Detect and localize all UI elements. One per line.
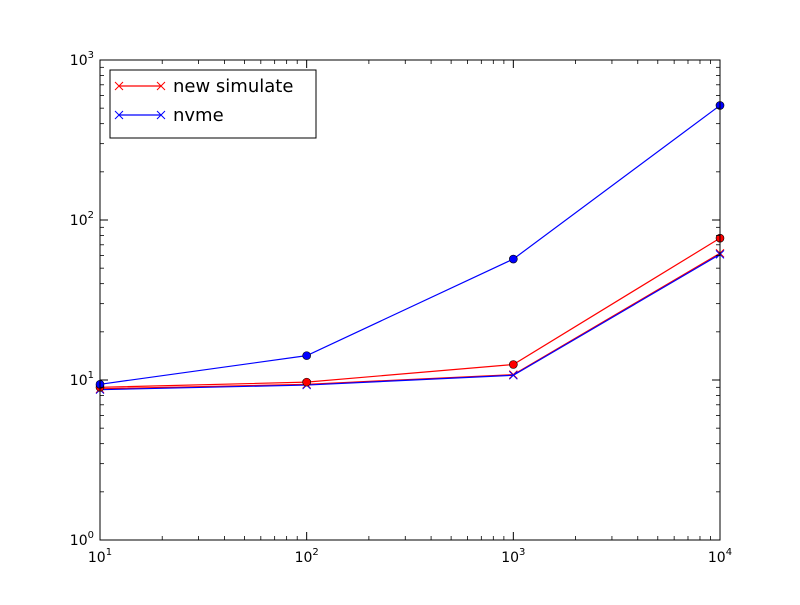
data-point-3-1	[302, 351, 311, 360]
y-tick-label-0-exp: 0	[88, 530, 94, 541]
x-tick-label-1-exp: 2	[312, 547, 318, 558]
y-tick-label-3-exp: 3	[88, 50, 94, 61]
x-tick-label-0: 101	[88, 547, 112, 566]
x-tick-label-2-base: 10	[501, 550, 519, 566]
legend-label-0: new simulate	[173, 76, 293, 97]
x-tick-label-0-base: 10	[88, 550, 106, 566]
x-tick-label-3: 104	[708, 547, 732, 566]
legend-label-1: nvme	[173, 105, 224, 126]
series-layer	[95, 101, 725, 395]
x-tick-label-2: 103	[501, 547, 525, 566]
data-point-2-1	[302, 377, 311, 387]
y-tick-label-2-exp: 2	[88, 210, 94, 221]
data-point-1-2	[508, 370, 518, 380]
legend-marker-right-1	[156, 110, 166, 120]
y-tick-label-0-base: 10	[70, 533, 88, 549]
x-tick-label-3-base: 10	[708, 550, 726, 566]
legend-marker-left-0	[114, 81, 124, 91]
data-point-2-2	[509, 360, 518, 369]
x-tick-label-1: 102	[295, 547, 319, 566]
series-line-3	[99, 104, 721, 385]
data-point-3-2	[509, 254, 518, 264]
y-tick-label-1-base: 10	[70, 373, 88, 389]
legend-marker-left-1	[114, 110, 124, 120]
x-tick-label-2-exp: 3	[519, 547, 525, 558]
plot-frame	[99, 59, 721, 541]
x-tick-label-1-base: 10	[295, 550, 313, 566]
legend-box	[109, 69, 317, 139]
series-line-1	[99, 253, 721, 391]
y-tick-label-1-exp: 1	[88, 370, 94, 381]
y-tick-label-3-base: 10	[70, 53, 88, 69]
y-tick-label-2: 102	[70, 210, 94, 229]
y-tick-label-0: 100	[70, 530, 94, 549]
y-tick-label-3: 103	[70, 50, 94, 69]
legend: new simulate nvme	[109, 69, 317, 139]
x-tick-label-0-exp: 1	[106, 547, 112, 558]
y-tick-label-2-base: 10	[70, 213, 88, 229]
series-line-2	[99, 237, 721, 388]
y-tick-label-1: 101	[70, 370, 94, 389]
legend-item-1: nvme	[114, 105, 224, 126]
x-tick-label-3-exp: 4	[726, 547, 732, 558]
series-line-0	[99, 252, 721, 390]
legend-marker-right-0	[156, 81, 166, 91]
legend-item-0: new simulate	[114, 76, 293, 97]
